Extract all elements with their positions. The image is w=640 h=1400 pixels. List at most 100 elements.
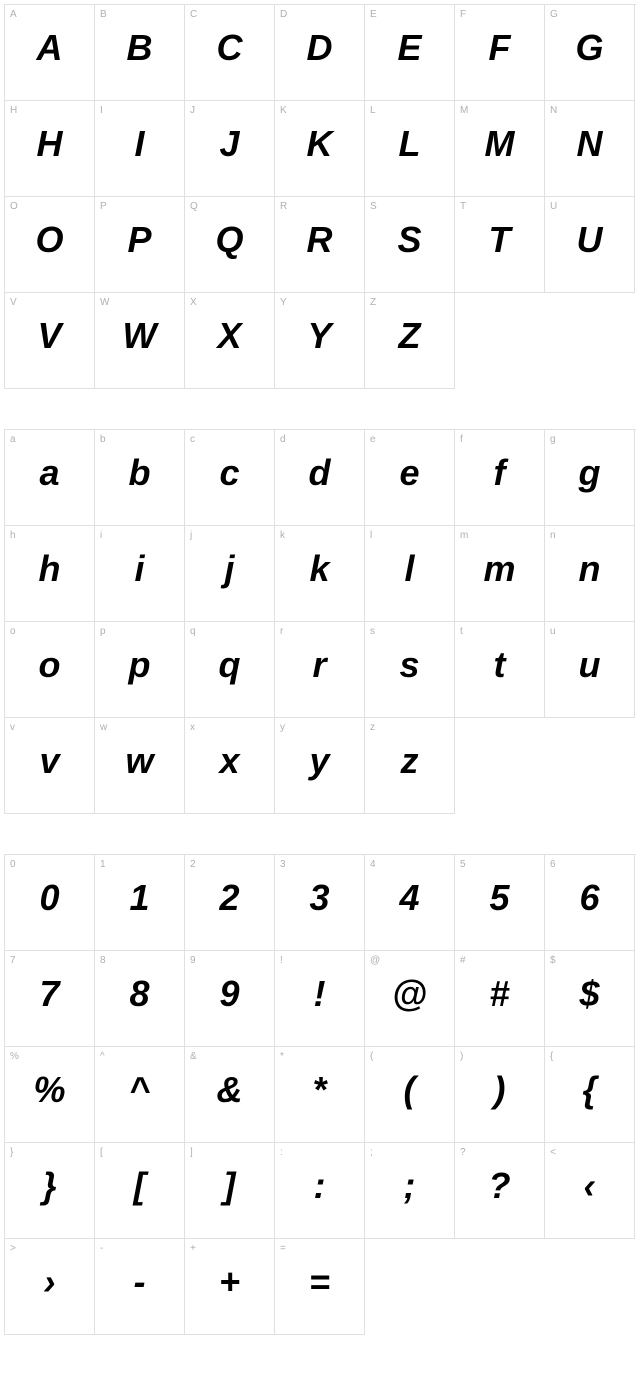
glyph-cell-label: H <box>10 105 17 116</box>
glyph-cell: !! <box>275 951 365 1047</box>
glyph-cell-glyph: * <box>275 1067 364 1113</box>
glyph-cell-glyph: h <box>5 546 94 592</box>
glyph-cell-label: p <box>100 626 106 637</box>
glyph-cell: 66 <box>545 855 635 951</box>
glyph-cell-glyph: e <box>365 450 454 496</box>
glyph-cell-label: 2 <box>190 859 196 870</box>
glyph-cell-label: q <box>190 626 196 637</box>
glyph-cell: DD <box>275 5 365 101</box>
glyph-cell: ^^ <box>95 1047 185 1143</box>
glyph-cell-glyph: Y <box>275 313 364 359</box>
glyph-cell-glyph: % <box>5 1067 94 1113</box>
glyph-cell-glyph: B <box>95 25 184 71</box>
glyph-cell: UU <box>545 197 635 293</box>
glyph-cell-glyph: } <box>5 1163 94 1209</box>
glyph-cell-label: V <box>10 297 17 308</box>
glyph-cell: [[ <box>95 1143 185 1239</box>
glyph-cell: @@ <box>365 951 455 1047</box>
glyph-cell-glyph: U <box>545 217 634 263</box>
glyph-cell: II <box>95 101 185 197</box>
glyph-cell-label: ; <box>370 1147 373 1158</box>
glyph-cell-label: x <box>190 722 195 733</box>
glyph-cell-label: Z <box>370 297 376 308</box>
glyph-cell-glyph: ! <box>275 971 364 1017</box>
glyph-cell-label: 1 <box>100 859 106 870</box>
glyph-section-lowercase: aabbccddeeffgghhiijjkkllmmnnooppqqrrsstt… <box>4 429 636 814</box>
glyph-cell-label: 3 <box>280 859 286 870</box>
glyph-cell-glyph: 8 <box>95 971 184 1017</box>
glyph-cell: oo <box>5 622 95 718</box>
glyph-cell-label: y <box>280 722 285 733</box>
glyph-cell-label: * <box>280 1051 284 1062</box>
glyph-cell-label: I <box>100 105 103 116</box>
glyph-cell: 00 <box>5 855 95 951</box>
glyph-cell: tt <box>455 622 545 718</box>
glyph-cell-glyph: A <box>5 25 94 71</box>
glyph-cell-label: + <box>190 1243 196 1254</box>
glyph-cell-glyph: y <box>275 738 364 784</box>
glyph-cell: ff <box>455 430 545 526</box>
glyph-cell-glyph: ? <box>455 1163 544 1209</box>
glyph-cell: OO <box>5 197 95 293</box>
glyph-cell: RR <box>275 197 365 293</box>
glyph-cell: 55 <box>455 855 545 951</box>
glyph-cell: uu <box>545 622 635 718</box>
glyph-cell-glyph: D <box>275 25 364 71</box>
glyph-cell: BB <box>95 5 185 101</box>
glyph-cell-label: ) <box>460 1051 463 1062</box>
glyph-cell-label: M <box>460 105 468 116</box>
glyph-cell-glyph: ] <box>185 1163 274 1209</box>
glyph-cell-glyph: › <box>5 1259 94 1305</box>
glyph-cell-label: 4 <box>370 859 376 870</box>
glyph-cell: AA <box>5 5 95 101</box>
glyph-cell-glyph: K <box>275 121 364 167</box>
glyph-cell: )) <box>455 1047 545 1143</box>
glyph-cell-label: G <box>550 9 558 20</box>
glyph-cell-label: > <box>10 1243 16 1254</box>
glyph-cell-label: { <box>550 1051 553 1062</box>
glyph-cell: MM <box>455 101 545 197</box>
glyph-cell-glyph: 9 <box>185 971 274 1017</box>
glyph-cell-label: C <box>190 9 197 20</box>
glyph-cell-glyph: Q <box>185 217 274 263</box>
glyph-cell: vv <box>5 718 95 814</box>
glyph-cell-glyph: ; <box>365 1163 454 1209</box>
glyph-cell-glyph: M <box>455 121 544 167</box>
glyph-cell-glyph: = <box>275 1259 364 1305</box>
glyph-cell: FF <box>455 5 545 101</box>
glyph-cell-glyph: S <box>365 217 454 263</box>
glyph-cell: pp <box>95 622 185 718</box>
glyph-cell: kk <box>275 526 365 622</box>
glyph-cell-label: v <box>10 722 15 733</box>
glyph-cell-label: a <box>10 434 16 445</box>
glyph-cell: cc <box>185 430 275 526</box>
glyph-cell-label: B <box>100 9 107 20</box>
glyph-cell: ++ <box>185 1239 275 1335</box>
glyph-cell-glyph: N <box>545 121 634 167</box>
glyph-cell: dd <box>275 430 365 526</box>
glyph-chart-container: AABBCCDDEEFFGGHHIIJJKKLLMMNNOOPPQQRRSSTT… <box>0 0 640 1379</box>
glyph-cell-label: 7 <box>10 955 16 966</box>
glyph-cell-glyph: J <box>185 121 274 167</box>
glyph-cell-glyph: d <box>275 450 364 496</box>
glyph-cell-glyph: 4 <box>365 875 454 921</box>
glyph-cell: jj <box>185 526 275 622</box>
glyph-cell-glyph: L <box>365 121 454 167</box>
glyph-cell-glyph: F <box>455 25 544 71</box>
glyph-cell: zz <box>365 718 455 814</box>
glyph-cell-label: P <box>100 201 107 212</box>
glyph-cell-glyph: & <box>185 1067 274 1113</box>
glyph-cell-glyph: ( <box>365 1067 454 1113</box>
glyph-cell-label: [ <box>100 1147 103 1158</box>
glyph-cell: gg <box>545 430 635 526</box>
glyph-cell-label: K <box>280 105 287 116</box>
glyph-cell-glyph: i <box>95 546 184 592</box>
glyph-cell-glyph: Z <box>365 313 454 359</box>
glyph-cell-label: X <box>190 297 197 308</box>
glyph-grid: AABBCCDDEEFFGGHHIIJJKKLLMMNNOOPPQQRRSSTT… <box>4 4 636 389</box>
glyph-cell-glyph: 3 <box>275 875 364 921</box>
glyph-cell-label: o <box>10 626 16 637</box>
glyph-cell-label: r <box>280 626 283 637</box>
glyph-cell-glyph: t <box>455 642 544 688</box>
glyph-cell-glyph: b <box>95 450 184 496</box>
